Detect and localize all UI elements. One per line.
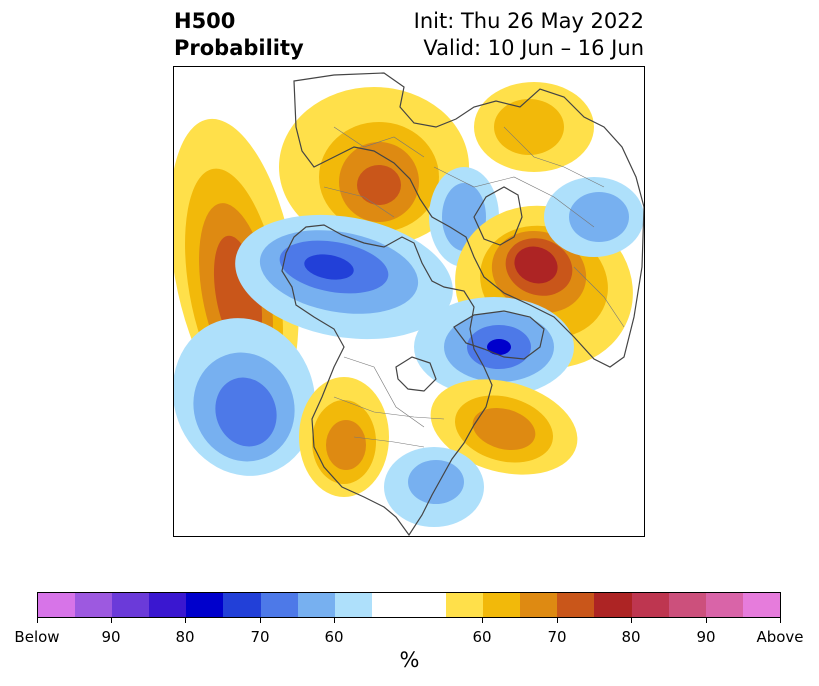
colorbar-tick-label: 90 bbox=[696, 628, 716, 646]
border-line bbox=[353, 436, 425, 448]
colorbar-tick-mark bbox=[185, 618, 186, 623]
western-us-above-contour bbox=[326, 420, 366, 470]
map-canvas bbox=[174, 72, 644, 536]
europe-above-contour bbox=[514, 246, 558, 284]
colorbar-tick-mark bbox=[260, 618, 261, 623]
colorbar-ticks bbox=[0, 618, 819, 624]
coastlines bbox=[281, 72, 644, 536]
probability-map bbox=[173, 66, 645, 537]
colorbar-segment bbox=[186, 593, 224, 617]
variable-label: H500 bbox=[174, 9, 236, 33]
colorbar-tick-mark bbox=[334, 618, 335, 623]
colorbar-tick-mark bbox=[706, 618, 707, 623]
n-pacific-below-contour bbox=[215, 377, 277, 447]
atlantic-above-contour bbox=[472, 407, 536, 451]
border-line bbox=[573, 266, 625, 328]
eurasia-coast bbox=[293, 72, 644, 368]
colorbar-segment bbox=[408, 593, 447, 617]
colorbar-segment bbox=[446, 593, 484, 617]
scandinavia-coast bbox=[473, 186, 523, 246]
arctic-below-contour bbox=[304, 254, 354, 280]
colorbar-segment bbox=[705, 593, 743, 617]
greenland-below-contour bbox=[487, 339, 511, 355]
colorbar-segment bbox=[668, 593, 706, 617]
colorbar-segment bbox=[594, 593, 632, 617]
colorbar-segment bbox=[297, 593, 335, 617]
colorbar-tick-labels: Below 90 80 70 60 60 70 80 90 Above bbox=[0, 628, 819, 646]
colorbar-segment bbox=[557, 593, 595, 617]
colorbar bbox=[37, 592, 781, 618]
valid-range-label: Valid: 10 Jun – 16 Jun bbox=[423, 36, 644, 60]
colorbar-segment bbox=[334, 593, 372, 617]
colorbar-segment bbox=[631, 593, 669, 617]
colorbar-segment bbox=[260, 593, 298, 617]
colorbar-segment bbox=[520, 593, 558, 617]
colorbar-segment bbox=[483, 593, 521, 617]
colorbar-tick-mark bbox=[111, 618, 112, 623]
chart-title-left: H500 Probability bbox=[174, 8, 304, 62]
init-date-label: Init: Thu 26 May 2022 bbox=[413, 9, 644, 33]
colorbar-tick-label: 80 bbox=[621, 628, 641, 646]
border-line bbox=[433, 166, 595, 228]
colorbar-segment bbox=[371, 593, 409, 617]
colorbar-tick-label: Above bbox=[756, 628, 804, 646]
colorbar-segment bbox=[112, 593, 150, 617]
north-america-coast bbox=[281, 224, 493, 536]
siberia-above-contour bbox=[357, 165, 401, 205]
chart-title-right: Init: Thu 26 May 2022 Valid: 10 Jun – 16… bbox=[414, 8, 644, 62]
colorbar-tick-mark bbox=[557, 618, 558, 623]
colorbar-tick-label: 70 bbox=[250, 628, 270, 646]
colorbar-tick-label: Below bbox=[14, 628, 60, 646]
colorbar-unit-label: % bbox=[399, 648, 420, 672]
hudson-bay bbox=[395, 356, 437, 392]
border-line bbox=[323, 186, 395, 218]
border-line bbox=[503, 126, 605, 188]
colorbar-segment bbox=[75, 593, 113, 617]
product-label: Probability bbox=[174, 36, 304, 60]
colorbar-tick-label: 60 bbox=[472, 628, 492, 646]
colorbar-segment bbox=[223, 593, 261, 617]
colorbar-tick-mark bbox=[780, 618, 781, 623]
colorbar-tick-label: 70 bbox=[547, 628, 567, 646]
eastern-us-below-contour bbox=[408, 460, 464, 504]
colorbar-tick-label: 60 bbox=[324, 628, 344, 646]
colorbar-tick-mark bbox=[37, 618, 38, 623]
colorbar-tick-mark bbox=[482, 618, 483, 623]
greenland-coast bbox=[453, 310, 545, 360]
borders bbox=[323, 126, 625, 448]
border-line bbox=[333, 396, 445, 420]
colorbar-tick-label: 90 bbox=[101, 628, 121, 646]
border-line bbox=[343, 356, 425, 428]
ne-asia-above-contour bbox=[494, 99, 564, 155]
colorbar-segment bbox=[742, 593, 780, 617]
colorbar-tick-label: 80 bbox=[175, 628, 195, 646]
colorbar-segment bbox=[38, 593, 76, 617]
russia-below-contour bbox=[569, 192, 629, 242]
colorbar-tick-mark bbox=[631, 618, 632, 623]
colorbar-segment bbox=[149, 593, 187, 617]
border-line bbox=[333, 126, 425, 158]
